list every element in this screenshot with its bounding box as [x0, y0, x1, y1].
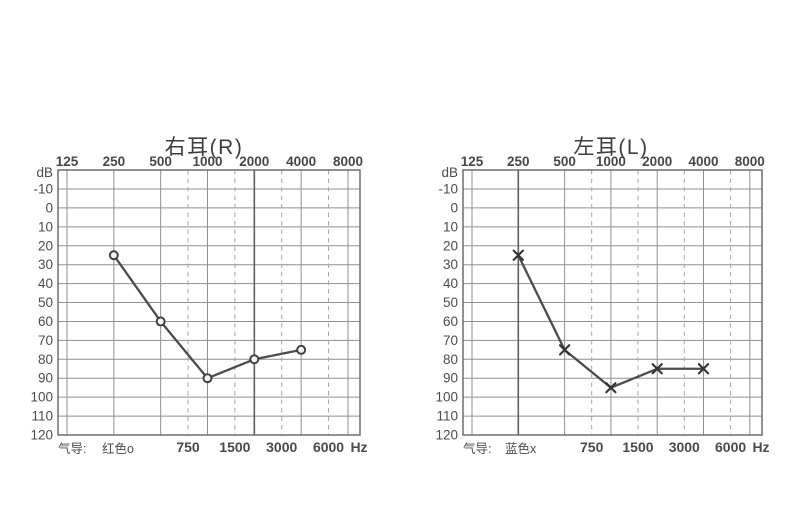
x-tick-label-top: 250 [103, 154, 126, 169]
y-tick-label: 110 [31, 409, 53, 424]
y-tick-label: 60 [443, 314, 458, 329]
x-axis-unit-label: Hz [350, 439, 367, 455]
x-tick-label-bottom: 1500 [622, 439, 653, 455]
x-tick-label-top: 125 [461, 154, 484, 169]
audiogram-left-ear: 左耳(L) 气导: 蓝色x -10 0 10 20 30 40 50 60 70 80 90 100 1… [400, 120, 800, 480]
y-tick-label: 60 [38, 314, 53, 329]
y-tick-label: -10 [33, 182, 53, 197]
y-tick-label: -10 [438, 182, 458, 197]
legend-value-right-ear: 红色o [102, 441, 134, 456]
y-tick-label: 30 [38, 257, 53, 272]
audiogram-right-ear-plot: 右耳(R) 气导: 红色o -10 0 10 20 30 40 50 60 70 80 90 100 1… [30, 136, 367, 456]
data-point-x-marker [558, 344, 571, 356]
y-tick-label: 0 [450, 200, 458, 215]
data-point-circle-marker [296, 344, 307, 355]
x-tick-label-top: 500 [149, 154, 172, 169]
x-tick-label-bottom: 3000 [266, 439, 297, 455]
chart-title-left-ear: 左耳(L) [573, 136, 648, 159]
x-tick-label-top: 8000 [735, 154, 765, 169]
x-tick-label-bottom: 6000 [313, 439, 344, 455]
x-tick-label-top: 250 [507, 154, 530, 169]
y-tick-label: 0 [45, 200, 53, 215]
x-tick-label-top: 1000 [596, 154, 626, 169]
x-tick-label-top: 8000 [333, 154, 363, 169]
legend-label-left-ear: 气导: [463, 441, 491, 456]
y-tick-label: 100 [30, 390, 53, 405]
x-tick-label-top: 125 [56, 154, 79, 169]
y-tick-label: 50 [443, 295, 458, 310]
data-point-x-marker [697, 363, 710, 375]
y-tick-label: 10 [38, 219, 53, 234]
x-tick-label-top: 500 [553, 154, 576, 169]
y-tick-label: 10 [443, 219, 458, 234]
data-point-circle-marker [108, 250, 119, 261]
data-point-circle-marker [202, 373, 213, 384]
legend-label-right-ear: 气导: [58, 441, 86, 456]
chart-title-right-ear: 右耳(R) [165, 136, 244, 159]
x-tick-label-top: 4000 [286, 154, 316, 169]
data-point-x-marker [605, 382, 617, 394]
y-axis-unit-label: dB [441, 165, 458, 180]
legend-value-left-ear: 蓝色x [505, 441, 537, 456]
y-tick-label: 80 [443, 352, 458, 367]
y-tick-label: 50 [38, 295, 53, 310]
audiogram-right-ear: 右耳(R) 气导: 红色o -10 0 10 20 30 40 50 60 70 80 90 100 1… [0, 120, 400, 480]
y-tick-label: 90 [38, 371, 53, 386]
y-tick-label: 70 [443, 333, 458, 348]
plot-frame [462, 169, 763, 436]
y-tick-label: 90 [443, 371, 458, 386]
y-tick-label: 40 [38, 276, 53, 291]
y-tick-label: 70 [38, 333, 53, 348]
y-tick-label: 120 [30, 428, 53, 443]
x-tick-label-top: 4000 [688, 154, 718, 169]
x-tick-label-bottom: 6000 [715, 439, 746, 455]
data-point-x-marker [651, 363, 663, 375]
x-tick-label-bottom: 1500 [219, 439, 250, 455]
x-tick-label-top: 2000 [642, 154, 672, 169]
y-tick-label: 100 [435, 390, 458, 405]
y-tick-label: 20 [38, 238, 53, 253]
y-tick-label: 20 [443, 238, 458, 253]
data-point-circle-marker [249, 354, 260, 365]
x-tick-label-top: 1000 [192, 154, 222, 169]
y-tick-label: 30 [443, 257, 458, 272]
y-tick-label: 120 [435, 428, 458, 443]
audiogram-left-ear-plot: 左耳(L) 气导: 蓝色x -10 0 10 20 30 40 50 60 70 80 90 100 1… [435, 136, 769, 456]
x-tick-label-top: 2000 [239, 154, 269, 169]
data-point-x-marker [512, 249, 524, 261]
y-tick-label: 110 [436, 409, 458, 424]
x-tick-label-bottom: 750 [176, 439, 200, 455]
plot-frame [57, 169, 361, 436]
y-axis-unit-label: dB [36, 165, 53, 180]
y-tick-label: 80 [38, 352, 53, 367]
x-tick-label-bottom: 3000 [669, 439, 700, 455]
data-point-circle-marker [155, 316, 166, 327]
x-tick-label-bottom: 750 [580, 439, 604, 455]
x-axis-unit-label: Hz [752, 439, 769, 455]
y-tick-label: 40 [443, 276, 458, 291]
